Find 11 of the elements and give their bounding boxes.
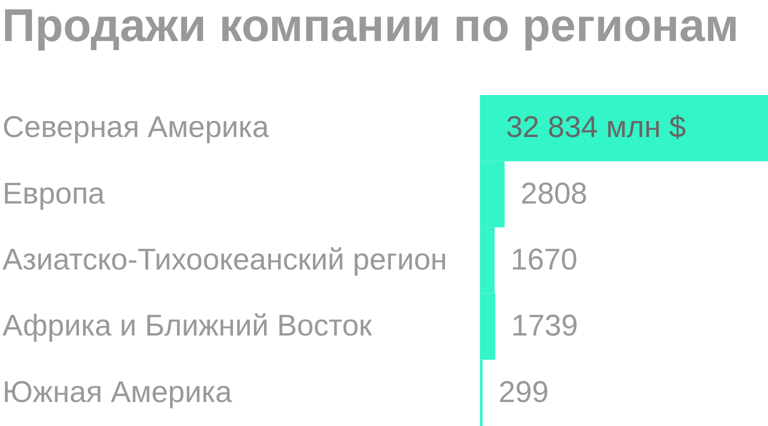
y-tick-label: Азиатско-Тихоокеанский регион xyxy=(2,244,448,276)
chart-title: Продажи компании по регионам xyxy=(2,0,739,51)
data-label: 2808 xyxy=(520,177,588,210)
y-tick-label: Африка и Ближний Восток xyxy=(2,310,373,343)
data-label: 32 834 млн $ xyxy=(506,111,686,144)
y-tick-label: Европа xyxy=(2,177,106,210)
y-tick-label: Северная Америка xyxy=(2,111,270,144)
y-tick-label: Южная Америка xyxy=(2,376,232,409)
data-label: 1739 xyxy=(511,310,578,343)
data-label: 299 xyxy=(498,376,549,409)
data-label: 1670 xyxy=(510,244,578,276)
